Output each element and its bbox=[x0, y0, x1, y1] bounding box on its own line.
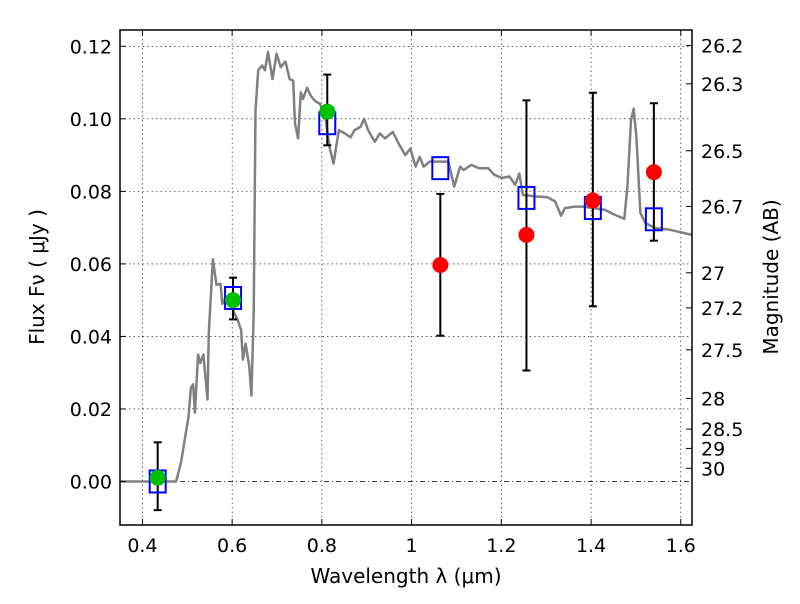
right-tick-label: 29 bbox=[701, 438, 725, 460]
spectrum-line bbox=[120, 50, 693, 483]
y-tick-label: 0.12 bbox=[70, 36, 112, 58]
right-axis-label: Magnitude (AB) bbox=[759, 199, 783, 354]
right-tick-label: 27.2 bbox=[701, 298, 743, 320]
x-tick-label: 0.4 bbox=[127, 535, 157, 557]
y-tick-label: 0.00 bbox=[70, 471, 112, 493]
detection-point bbox=[319, 103, 336, 120]
x-axis-label: Wavelength λ (μm) bbox=[310, 564, 501, 588]
non-detection-point bbox=[645, 164, 662, 181]
plot-series bbox=[120, 50, 693, 512]
right-tick-label: 27 bbox=[701, 263, 725, 285]
right-tick-label: 28 bbox=[701, 388, 725, 410]
axes: 0.4 0.6 0.8 1 1.2 1.4 1.6 0.00 0.02 0.04 0.06 0.08 0… bbox=[70, 30, 743, 557]
detection-point bbox=[149, 469, 166, 486]
model-point bbox=[517, 185, 536, 210]
y-tick-label: 0.08 bbox=[70, 181, 112, 203]
non-detection-point bbox=[584, 192, 601, 209]
right-tick-label: 26.5 bbox=[701, 141, 743, 163]
right-tick-label: 26.3 bbox=[701, 74, 743, 96]
y-tick-label: 0.02 bbox=[70, 399, 112, 421]
model-point bbox=[224, 285, 243, 310]
y-tick-label: 0.06 bbox=[70, 254, 112, 276]
non-detection-point bbox=[432, 256, 449, 273]
y-axis-label: Flux Fν ( μJy ) bbox=[25, 209, 49, 345]
right-tick-label: 28.5 bbox=[701, 419, 743, 441]
right-tick-label: 30 bbox=[701, 458, 725, 480]
right-tick-label: 27.5 bbox=[701, 340, 743, 362]
right-tick-label: 26.7 bbox=[701, 196, 743, 218]
model-point bbox=[644, 207, 663, 232]
y-tick-label: 0.04 bbox=[70, 326, 112, 348]
detection-point bbox=[225, 292, 242, 309]
model-point bbox=[431, 156, 450, 181]
x-tick-label: 0.8 bbox=[307, 535, 337, 557]
y-tick-label: 0.10 bbox=[70, 109, 112, 131]
x-tick-label: 1.4 bbox=[576, 535, 606, 557]
non-detection-point bbox=[518, 226, 535, 243]
x-tick-label: 0.6 bbox=[217, 535, 247, 557]
grid bbox=[120, 30, 692, 525]
right-tick-label: 26.2 bbox=[701, 35, 743, 57]
x-tick-label: 1.2 bbox=[486, 535, 516, 557]
plot-frame bbox=[119, 29, 693, 526]
x-tick-label: 1.6 bbox=[666, 535, 696, 557]
x-tick-label: 1 bbox=[406, 535, 418, 557]
